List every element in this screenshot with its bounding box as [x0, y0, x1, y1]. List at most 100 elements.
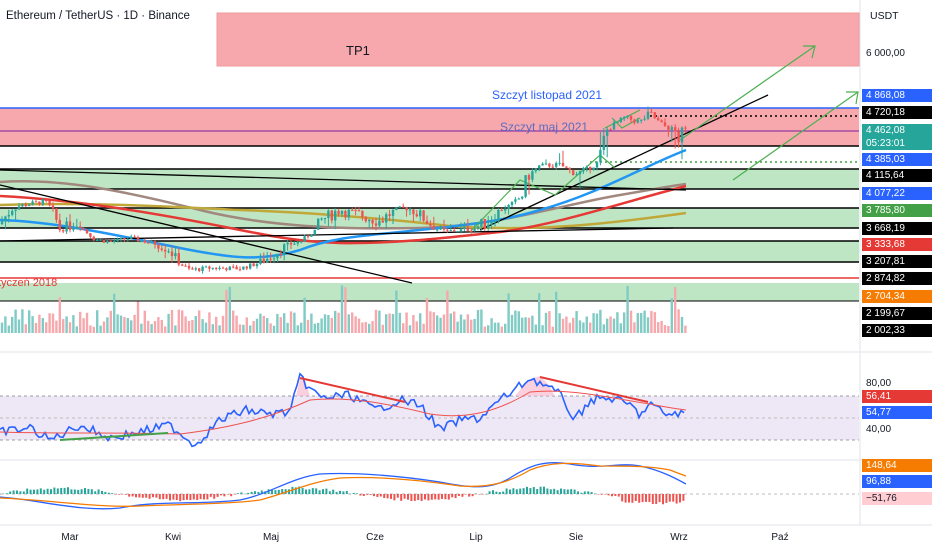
candle-body [388, 214, 391, 216]
candle-body [391, 209, 395, 216]
macd-hist-bar [447, 494, 450, 500]
time-axis-label: Paź [771, 532, 789, 543]
support-zone-3 [0, 241, 859, 262]
volume-bar [510, 314, 514, 333]
volume-bar [75, 326, 78, 333]
macd-hist-bar [505, 488, 508, 494]
volume-bar [619, 323, 622, 333]
macd-hist-bar [165, 494, 168, 499]
volume-bar [657, 322, 660, 333]
candle-body [602, 135, 605, 150]
candle-body [616, 122, 619, 124]
macd-hist-bar [478, 494, 481, 495]
candle-body [354, 209, 357, 211]
volume-bar [487, 325, 490, 333]
macd-hist-bar [16, 490, 18, 494]
macd-hist-bar [468, 494, 471, 497]
candle-body [534, 168, 537, 172]
candle-body [170, 251, 174, 257]
candle-body [242, 266, 245, 270]
volume-bar [187, 320, 191, 333]
volume-bar [11, 316, 14, 333]
macd-hist-bar [0, 494, 1, 495]
volume-bar [184, 316, 187, 333]
candle-body [340, 210, 344, 215]
macd-hist-bar [182, 494, 185, 501]
volume-bar [650, 310, 653, 333]
macd-hist-bar [216, 494, 219, 497]
candle-body [476, 226, 480, 230]
volume-bar [674, 287, 677, 333]
candle-body [646, 111, 650, 119]
macd-hist-bar [39, 488, 42, 494]
candle-body [541, 163, 544, 166]
candle-body [119, 237, 123, 239]
volume-bar [45, 322, 48, 333]
macd-hist-bar [169, 494, 171, 501]
volume-bar [395, 290, 398, 333]
volume-bar [524, 317, 527, 333]
volume-bar [215, 316, 218, 333]
candle-body [497, 209, 500, 222]
volume-bar [493, 322, 497, 333]
candle-body [368, 219, 371, 222]
volume-bar [572, 317, 575, 333]
macd-hist-bar [583, 491, 586, 494]
time-axis-label: Kwi [164, 532, 182, 543]
macd-hist-bar [345, 490, 348, 494]
macd-hist-bar [94, 491, 97, 494]
candle-body [371, 219, 374, 224]
currency-label[interactable]: USDT [870, 10, 899, 22]
macd-hist-bar [179, 494, 182, 502]
volume-bar [276, 313, 279, 333]
volume-bar [143, 310, 146, 333]
rsi-level-label: 80,00 [866, 378, 892, 389]
volume-bar [17, 319, 21, 333]
candle-body [432, 225, 435, 230]
candle-body [17, 206, 21, 210]
candle-body [504, 208, 507, 211]
macd-hist-bar [240, 492, 243, 494]
volume-bar [667, 325, 670, 333]
candle-body [572, 170, 575, 176]
macd-hist-bar [111, 493, 114, 494]
macd-hist-bar [128, 494, 131, 497]
macd-hist-bar [403, 494, 406, 499]
volume-bar [653, 312, 656, 333]
macd-hist-bar [189, 494, 192, 501]
macd-hist-bar [679, 494, 681, 503]
volume-bar [140, 323, 143, 333]
macd-hist-bar [675, 494, 678, 504]
macd-hist-bar [393, 494, 396, 501]
candle-body [167, 251, 170, 253]
macd-hist-bar [53, 487, 56, 494]
macd-hist-bar [427, 494, 430, 501]
macd-hist-bar [298, 486, 301, 494]
macd-hist-bar [539, 486, 542, 494]
candle-body [459, 229, 463, 232]
volume-bar [160, 319, 163, 333]
macd-hist-bar [362, 494, 365, 496]
macd-hist-bar [522, 488, 525, 494]
volume-bar [507, 293, 510, 333]
resistance-zone [0, 108, 859, 146]
volume-bar [109, 310, 112, 333]
rsi-divergence [539, 376, 649, 403]
candle-body [629, 115, 633, 120]
volume-bar [249, 325, 252, 333]
macd-hist-bar [233, 494, 236, 495]
candle-body [660, 120, 663, 123]
candle-body [225, 268, 228, 271]
macd-hist-bar [434, 494, 437, 500]
arrow-projection-right [732, 91, 859, 181]
macd-hist-bar [485, 493, 488, 495]
volume-bar [344, 287, 347, 333]
macd-hist-bar [250, 491, 253, 494]
macd-hist-bar [526, 486, 528, 494]
macd-hist-bar [226, 494, 229, 495]
candle-body [320, 218, 323, 220]
macd-hist-bar [29, 489, 32, 494]
candle-body [211, 267, 214, 269]
candle-body [636, 120, 639, 123]
